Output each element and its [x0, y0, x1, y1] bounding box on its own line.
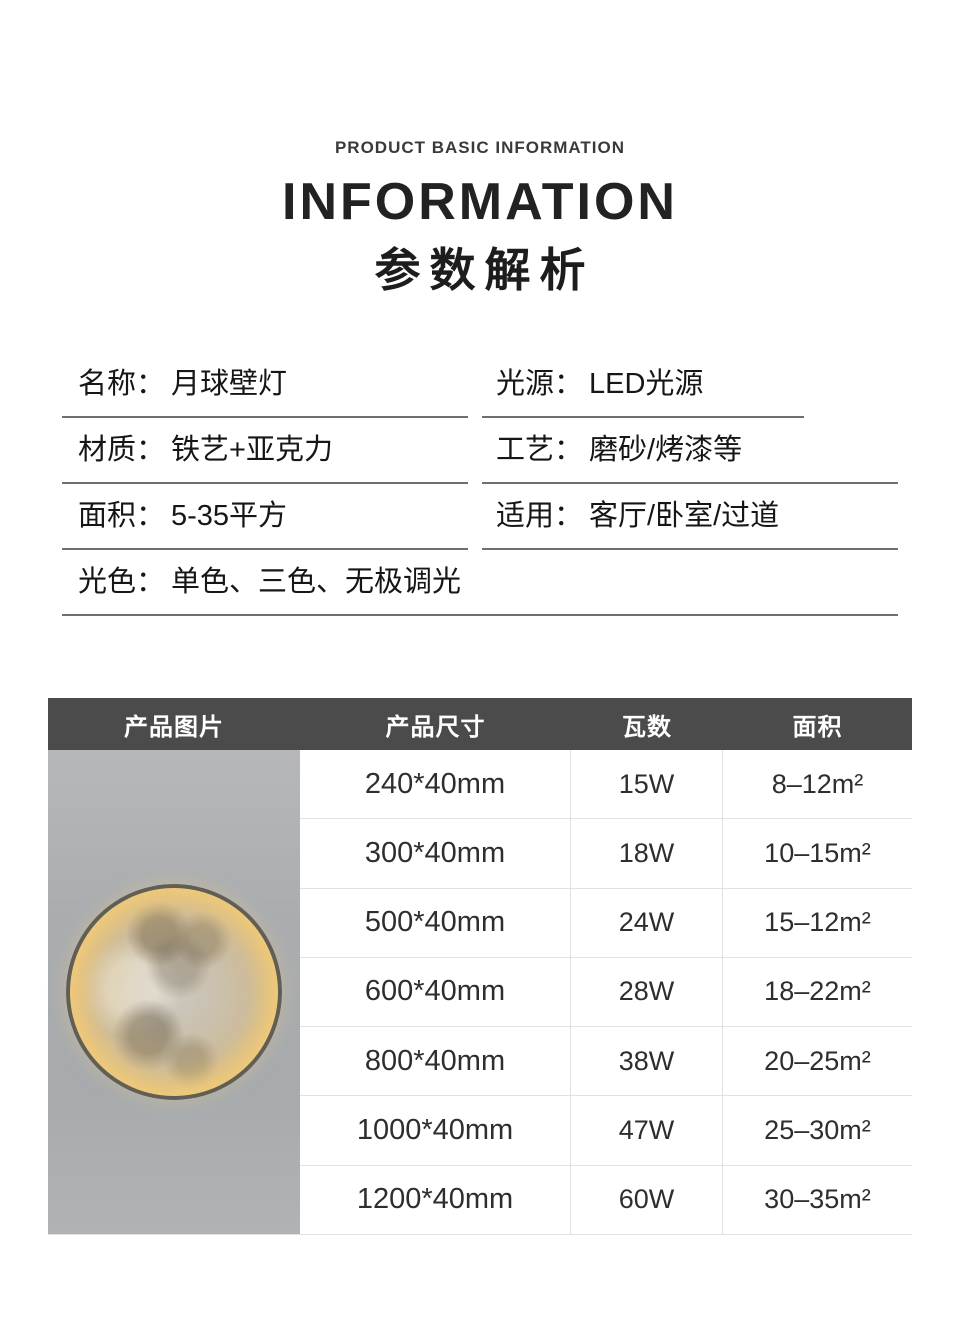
spec-area-value: 5-35平方	[171, 500, 288, 532]
spec-suitable-label: 适用：	[496, 500, 584, 532]
table-row: 1200*40mm 60W 30–35m²	[300, 1165, 912, 1234]
spec-material: 材质： 铁艺+亚克力	[62, 418, 468, 484]
spec-list: 名称： 月球壁灯 光源： LED光源 材质： 铁艺+亚克力 工艺： 磨砂/烤漆等…	[62, 352, 898, 616]
cell-wattage: 28W	[571, 957, 723, 1027]
cell-wattage: 24W	[571, 888, 723, 957]
cell-product-size: 800*40mm	[300, 1027, 571, 1096]
spec-name-value: 月球壁灯	[171, 368, 288, 400]
cell-product-size: 240*40mm	[300, 750, 571, 819]
size-table-body: 240*40mm 15W 8–12m² 300*40mm 18W 10–15m²…	[48, 750, 912, 1235]
spec-light-color: 光色： 单色、三色、无极调光	[62, 550, 898, 616]
moon-wall-lamp-image	[66, 884, 282, 1100]
cell-area: 20–25m²	[764, 1045, 871, 1076]
cell-wattage: 60W	[571, 1165, 723, 1234]
cell-product-size: 300*40mm	[300, 819, 571, 888]
spec-name-label: 名称：	[78, 368, 166, 400]
table-row: 800*40mm 38W 20–25m²	[300, 1027, 912, 1097]
cell-wattage: 38W	[571, 1027, 723, 1096]
spec-light-color-value: 单色、三色、无极调光	[171, 566, 462, 598]
spec-row: 面积： 5-35平方 适用： 客厅/卧室/过道	[62, 484, 898, 550]
spec-light-source-value: LED光源	[589, 368, 704, 400]
spec-material-label: 材质：	[78, 434, 166, 466]
spec-craft-label: 工艺：	[496, 434, 584, 466]
page-title-en: INFORMATION	[282, 173, 678, 231]
cell-product-size: 500*40mm	[300, 888, 571, 957]
spec-suitable: 适用： 客厅/卧室/过道	[482, 484, 898, 550]
size-table-header: 产品图片 产品尺寸 瓦数 面积	[48, 698, 912, 750]
cell-area: 8–12m²	[771, 768, 864, 799]
cell-area: 30–35m²	[764, 1184, 871, 1215]
cell-product-size: 600*40mm	[300, 957, 571, 1027]
spec-row: 名称： 月球壁灯 光源： LED光源	[62, 352, 898, 418]
spec-row: 材质： 铁艺+亚克力 工艺： 磨砂/烤漆等	[62, 418, 898, 484]
col-header-area: 面积	[792, 713, 843, 741]
cell-wattage: 15W	[571, 750, 723, 819]
cell-area: 10–15m²	[764, 837, 871, 868]
cell-product-size: 1200*40mm	[300, 1165, 571, 1234]
spec-craft: 工艺： 磨砂/烤漆等	[482, 418, 898, 484]
table-row: 300*40mm 18W 10–15m²	[300, 819, 912, 889]
size-table: 产品图片 产品尺寸 瓦数 面积 240*40mm 15W 8–12m²	[48, 698, 912, 1235]
cell-wattage: 47W	[571, 1096, 723, 1165]
size-table-rows: 240*40mm 15W 8–12m² 300*40mm 18W 10–15m²…	[300, 750, 912, 1234]
cell-area: 25–30m²	[764, 1115, 871, 1146]
table-row: 500*40mm 24W 15–12m²	[300, 888, 912, 958]
cell-area: 18–22m²	[764, 976, 871, 1007]
spec-area-label: 面积：	[78, 500, 166, 532]
col-header-wattage: 瓦数	[622, 713, 673, 741]
spec-light-color-label: 光色：	[78, 566, 166, 598]
product-image-cell	[48, 750, 301, 1234]
col-header-product-size: 产品尺寸	[385, 713, 486, 741]
spec-light-source-label: 光源：	[496, 368, 584, 400]
spec-light-source: 光源： LED光源	[482, 352, 804, 418]
table-row: 1000*40mm 47W 25–30m²	[300, 1096, 912, 1166]
cell-wattage: 18W	[571, 819, 723, 888]
eyebrow-text: PRODUCT BASIC INFORMATION	[334, 138, 626, 157]
spec-row: 光色： 单色、三色、无极调光	[62, 550, 898, 616]
cell-area: 15–12m²	[764, 907, 871, 938]
spec-name: 名称： 月球壁灯	[62, 352, 468, 418]
col-header-product-image: 产品图片	[124, 713, 224, 741]
table-row: 600*40mm 28W 18–22m²	[300, 957, 912, 1028]
page-title-zh: 参数解析	[374, 244, 595, 296]
spec-craft-value: 磨砂/烤漆等	[589, 434, 743, 466]
table-row: 240*40mm 15W 8–12m²	[300, 750, 912, 820]
spec-area: 面积： 5-35平方	[62, 484, 468, 550]
cell-product-size: 1000*40mm	[300, 1096, 571, 1165]
spec-material-value: 铁艺+亚克力	[171, 434, 333, 466]
spec-suitable-value: 客厅/卧室/过道	[589, 500, 780, 532]
